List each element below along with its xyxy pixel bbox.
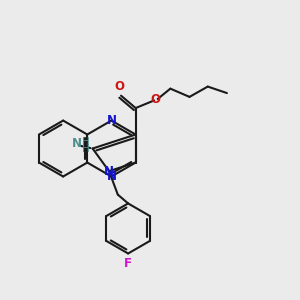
Text: N: N (72, 137, 82, 150)
Text: H: H (82, 136, 89, 146)
Text: O: O (115, 80, 124, 93)
Text: N: N (106, 170, 116, 183)
Text: N: N (106, 114, 116, 127)
Text: O: O (151, 93, 160, 106)
Text: F: F (124, 257, 132, 270)
Text: H: H (82, 144, 89, 154)
Text: N: N (104, 165, 114, 178)
